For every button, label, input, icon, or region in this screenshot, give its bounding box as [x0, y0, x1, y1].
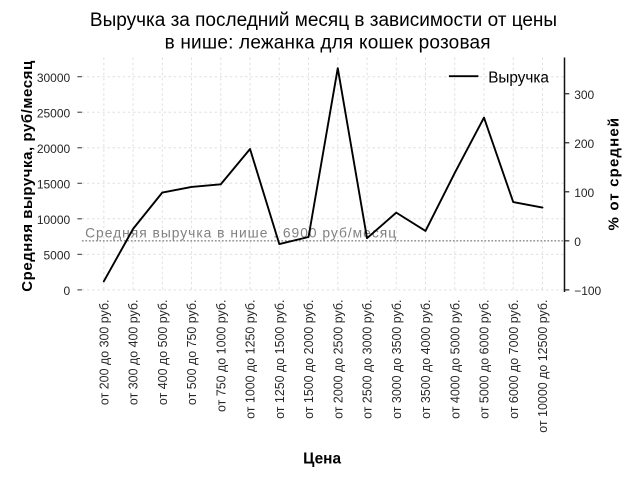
- svg-text:от 400 до 500 руб.: от 400 до 500 руб.: [156, 300, 170, 406]
- svg-text:от 4000 до 5000 руб.: от 4000 до 5000 руб.: [448, 300, 462, 419]
- svg-text:Выручка: Выручка: [488, 70, 549, 87]
- svg-text:15000: 15000: [37, 177, 71, 191]
- svg-text:от 2500 до 3000 руб.: от 2500 до 3000 руб.: [361, 300, 375, 419]
- svg-text:Средняя выручка, руб/месяц: Средняя выручка, руб/месяц: [19, 60, 36, 292]
- svg-text:0: 0: [574, 235, 581, 249]
- svg-text:10000: 10000: [37, 213, 71, 227]
- svg-text:от 500 до 750 руб.: от 500 до 750 руб.: [185, 300, 199, 406]
- svg-text:от 1500 до 2000 руб.: от 1500 до 2000 руб.: [302, 300, 316, 419]
- svg-text:от 200 до 300 руб.: от 200 до 300 руб.: [97, 300, 111, 406]
- svg-text:20000: 20000: [37, 142, 71, 156]
- svg-text:от 2000 до 2500 руб.: от 2000 до 2500 руб.: [331, 300, 345, 419]
- svg-text:от 5000 до 6000 руб.: от 5000 до 6000 руб.: [478, 300, 492, 419]
- svg-text:Средняя выручка в нише : 6900: Средняя выручка в нише : 6900 руб/месяц: [85, 226, 396, 241]
- svg-text:от 10000 до 12500 руб.: от 10000 до 12500 руб.: [536, 300, 550, 433]
- svg-text:от 6000 до 7000 руб.: от 6000 до 7000 руб.: [507, 300, 521, 419]
- svg-text:100: 100: [574, 186, 594, 200]
- svg-text:200: 200: [574, 137, 594, 151]
- svg-text:−100: −100: [574, 284, 601, 298]
- svg-text:от 1000 до 1250 руб.: от 1000 до 1250 руб.: [244, 300, 258, 419]
- svg-text:25000: 25000: [37, 106, 71, 120]
- svg-text:300: 300: [574, 88, 594, 102]
- svg-text:0: 0: [64, 284, 71, 298]
- svg-text:от 300 до 400 руб.: от 300 до 400 руб.: [127, 300, 141, 406]
- svg-text:в нише: лежанка для кошек розо: в нише: лежанка для кошек розовая: [165, 32, 491, 53]
- svg-text:от 3500 до 4000 руб.: от 3500 до 4000 руб.: [419, 300, 433, 419]
- svg-text:от 3000 до 3500 руб.: от 3000 до 3500 руб.: [390, 300, 404, 419]
- svg-text:% от средней: % от средней: [606, 118, 623, 231]
- svg-text:5000: 5000: [43, 249, 70, 263]
- svg-text:30000: 30000: [37, 71, 71, 85]
- svg-text:от 750 до 1000 руб.: от 750 до 1000 руб.: [214, 300, 228, 412]
- svg-text:Цена: Цена: [303, 451, 341, 468]
- svg-text:Выручка за последний месяц в з: Выручка за последний месяц в зависимости…: [90, 10, 557, 31]
- svg-text:от 1250 до 1500 руб.: от 1250 до 1500 руб.: [273, 300, 287, 419]
